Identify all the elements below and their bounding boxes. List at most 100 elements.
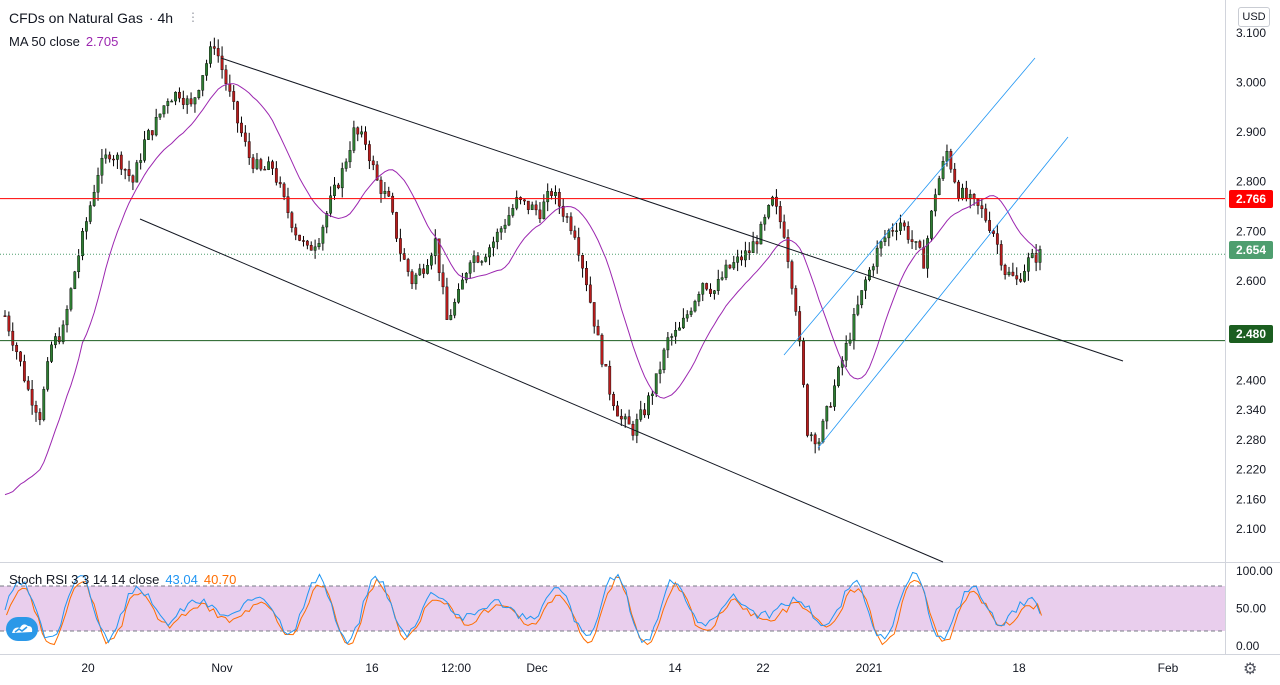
candle <box>69 288 73 310</box>
more-options-icon[interactable]: ⋮ <box>187 10 199 24</box>
candle <box>232 91 236 102</box>
candle <box>581 255 584 269</box>
candle <box>185 98 189 105</box>
candle <box>150 130 154 136</box>
candle <box>499 228 503 233</box>
candle <box>317 243 321 248</box>
candle <box>154 117 158 136</box>
candle <box>398 238 402 254</box>
candle <box>945 151 949 162</box>
candle <box>282 183 286 197</box>
candle <box>143 139 146 161</box>
candle <box>786 237 790 262</box>
candle <box>356 127 360 135</box>
candle <box>732 262 736 269</box>
candle <box>426 265 429 274</box>
candle <box>321 226 325 244</box>
candle <box>596 325 600 336</box>
candle <box>216 48 220 57</box>
candle <box>30 389 34 406</box>
ma-legend[interactable]: MA 50 close 2.705 <box>9 34 124 49</box>
candle <box>267 161 270 170</box>
candle <box>193 97 197 105</box>
candle <box>817 441 821 445</box>
candle <box>290 212 294 228</box>
candle <box>278 182 282 185</box>
currency-badge[interactable]: USD <box>1238 7 1270 27</box>
candle <box>635 419 639 436</box>
candle <box>650 393 654 396</box>
settings-gear-icon[interactable]: ⚙ <box>1243 661 1258 678</box>
candle <box>899 222 902 231</box>
candle <box>484 256 488 262</box>
time-tick-label: 16 <box>365 661 379 675</box>
candle <box>220 55 224 71</box>
candle <box>1007 271 1011 275</box>
candle <box>856 304 860 315</box>
ma50-line <box>4 83 1041 496</box>
candle <box>879 241 883 249</box>
candle <box>813 434 817 445</box>
candle <box>588 284 592 303</box>
candle <box>619 415 623 420</box>
candle <box>612 394 615 407</box>
candle <box>77 255 81 273</box>
stoch-d-value: 40.70 <box>203 572 237 587</box>
candle <box>523 199 526 202</box>
candle <box>848 339 852 344</box>
price-tick-label: 3.100 <box>1236 26 1266 40</box>
candle <box>360 131 364 135</box>
candle <box>988 220 992 231</box>
candle <box>488 247 491 258</box>
candle <box>906 226 910 240</box>
time-tick-label: Dec <box>526 661 547 675</box>
candle <box>585 268 588 286</box>
candle <box>247 141 251 158</box>
candle <box>286 196 290 213</box>
candle <box>50 344 53 362</box>
candle <box>658 369 662 374</box>
candle <box>740 256 743 261</box>
candle <box>623 416 627 420</box>
candle <box>891 230 895 232</box>
candle <box>34 404 38 413</box>
candle <box>147 130 150 140</box>
time-tick-label: Feb <box>1158 661 1179 675</box>
candle <box>325 213 329 228</box>
candle <box>569 216 573 232</box>
candle <box>864 279 867 291</box>
candle <box>926 238 929 269</box>
candle <box>526 200 530 210</box>
candle <box>336 184 340 189</box>
candle <box>116 154 119 160</box>
tradingview-logo-icon[interactable] <box>6 617 38 641</box>
candle <box>778 206 782 223</box>
candle <box>662 349 666 371</box>
candle <box>348 150 352 163</box>
candle <box>197 90 201 98</box>
candle <box>492 241 495 248</box>
ascending-upper-line <box>783 57 1036 356</box>
candle <box>158 113 162 118</box>
candle <box>119 154 123 170</box>
candle <box>914 241 918 243</box>
candle <box>538 209 542 219</box>
time-tick-label: 18 <box>1012 661 1026 675</box>
candle <box>825 406 829 422</box>
candle <box>670 336 674 338</box>
candle <box>96 175 100 193</box>
candle <box>755 241 759 245</box>
candle <box>422 268 426 274</box>
candle <box>697 294 701 302</box>
ma-label: MA 50 close <box>9 34 80 49</box>
candle <box>1034 252 1038 263</box>
candle <box>666 337 670 351</box>
candle <box>3 315 7 317</box>
candle <box>511 208 515 216</box>
candle <box>271 161 274 169</box>
stoch-legend[interactable]: Stoch RSI 3 3 14 14 close 43.04 40.70 <box>9 572 242 587</box>
candle <box>573 230 577 238</box>
candle <box>705 283 709 290</box>
